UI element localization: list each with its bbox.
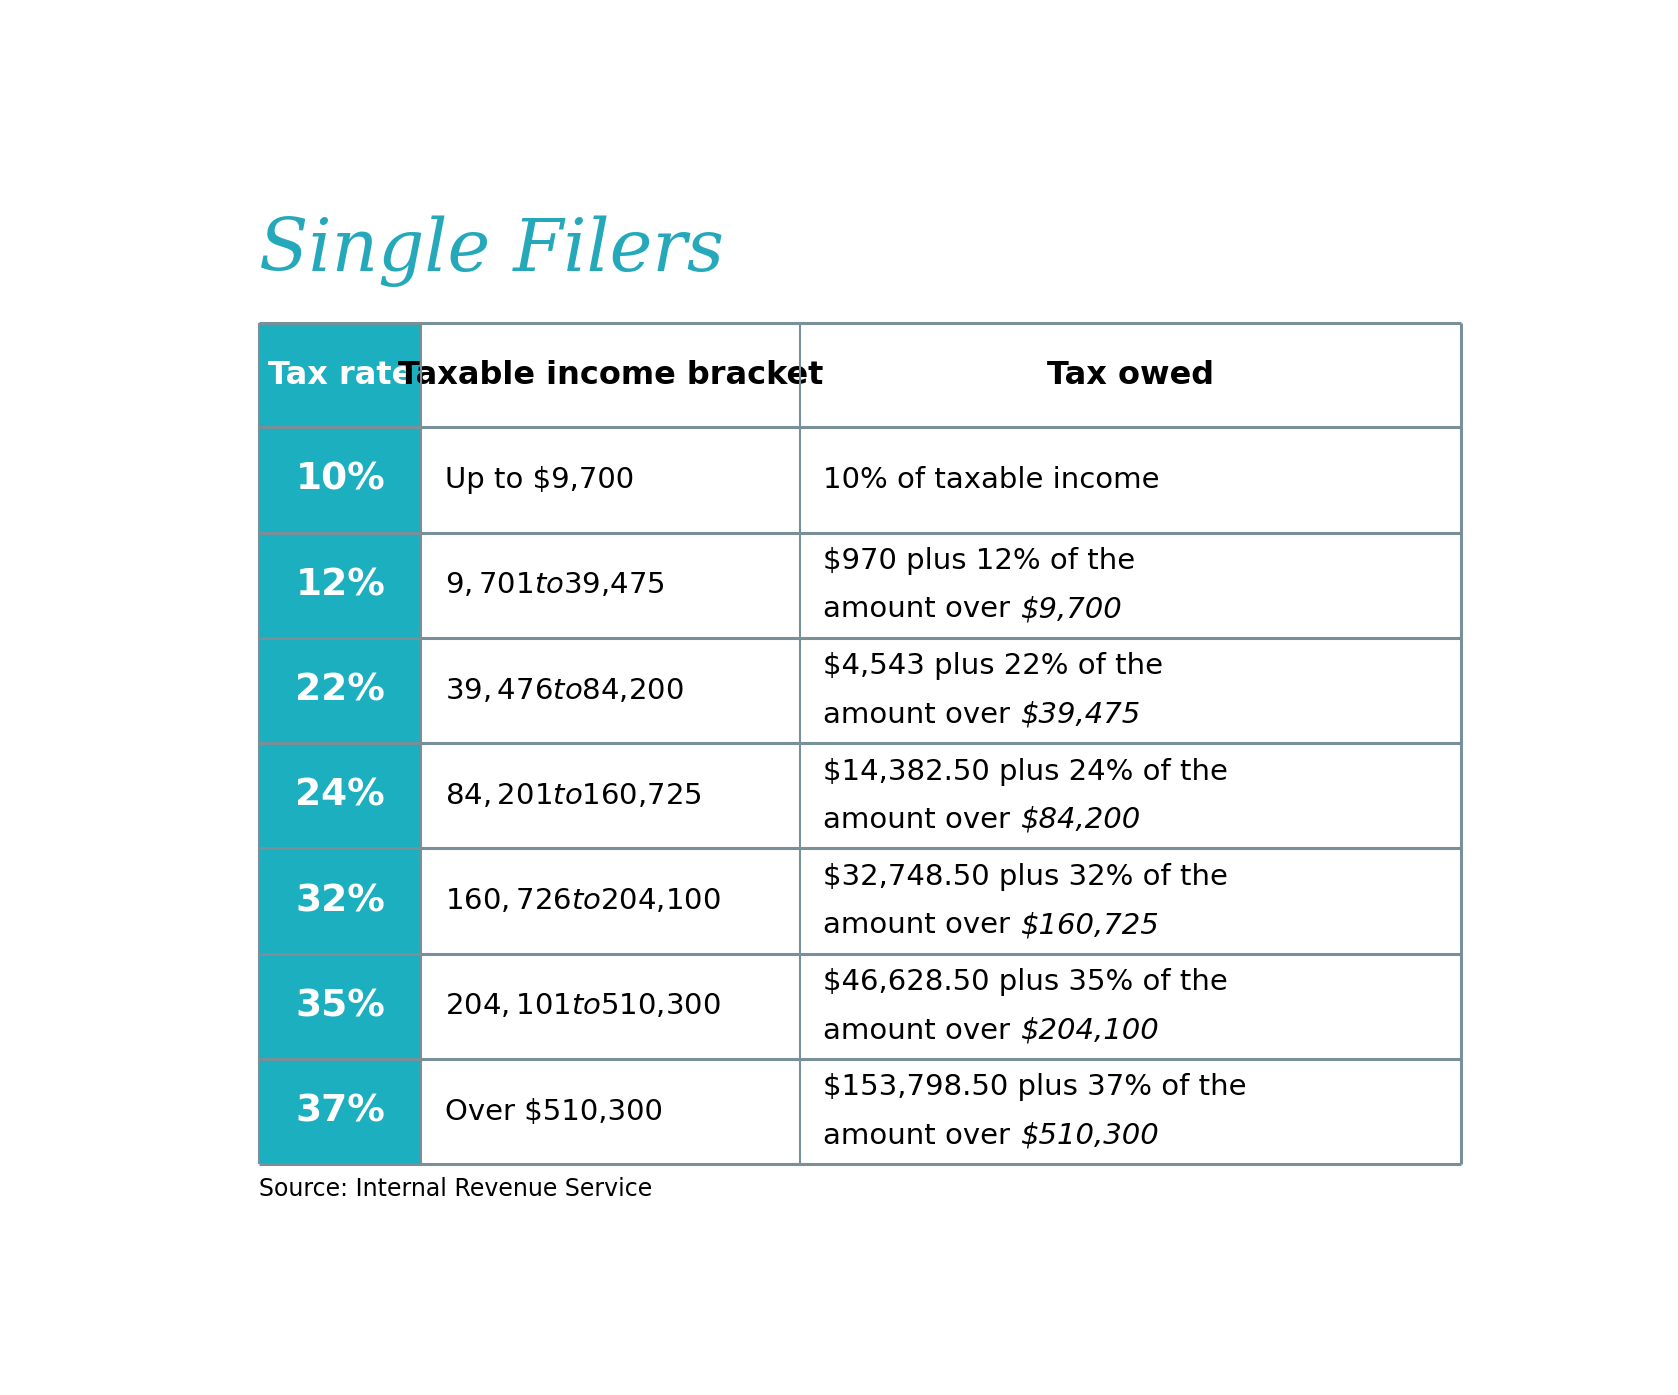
Text: amount over: amount over xyxy=(824,596,1020,624)
Text: amount over: amount over xyxy=(824,700,1020,728)
Bar xyxy=(800,1059,1462,1165)
Text: Source: Internal Revenue Service: Source: Internal Revenue Service xyxy=(258,1177,653,1201)
Bar xyxy=(421,324,800,427)
Bar xyxy=(800,533,1462,638)
Bar xyxy=(421,533,800,638)
Text: $160,725: $160,725 xyxy=(1020,911,1158,939)
Text: $14,382.50 plus 24% of the: $14,382.50 plus 24% of the xyxy=(824,757,1228,785)
Text: $970 plus 12% of the: $970 plus 12% of the xyxy=(824,547,1136,575)
Bar xyxy=(421,1059,800,1165)
Bar xyxy=(258,324,421,427)
Text: $153,798.50 plus 37% of the: $153,798.50 plus 37% of the xyxy=(824,1073,1247,1102)
Bar xyxy=(258,848,421,954)
Bar xyxy=(800,324,1462,427)
Bar xyxy=(421,848,800,954)
Text: 35%: 35% xyxy=(295,988,386,1024)
Text: Up to $9,700: Up to $9,700 xyxy=(445,466,634,494)
Bar xyxy=(800,638,1462,744)
Bar xyxy=(421,427,800,533)
Text: $39,475: $39,475 xyxy=(1020,700,1139,728)
Text: $84,201 to $160,725: $84,201 to $160,725 xyxy=(445,781,701,809)
Text: amount over: amount over xyxy=(824,1017,1020,1045)
Text: Taxable income bracket: Taxable income bracket xyxy=(398,360,824,391)
Bar xyxy=(800,427,1462,533)
Text: $204,101 to $510,300: $204,101 to $510,300 xyxy=(445,992,720,1020)
Text: 10% of taxable income: 10% of taxable income xyxy=(824,466,1159,494)
Text: $510,300: $510,300 xyxy=(1020,1122,1158,1149)
Bar xyxy=(258,954,421,1059)
Text: $39,476 to $84,200: $39,476 to $84,200 xyxy=(445,677,683,704)
Text: amount over: amount over xyxy=(824,911,1020,939)
Bar xyxy=(258,638,421,744)
Bar xyxy=(258,1059,421,1165)
Text: 32%: 32% xyxy=(295,883,386,919)
Bar xyxy=(421,638,800,744)
Text: Single Filers: Single Filers xyxy=(258,216,725,287)
Text: $32,748.50 plus 32% of the: $32,748.50 plus 32% of the xyxy=(824,864,1228,891)
Text: 37%: 37% xyxy=(295,1094,386,1130)
Text: Tax owed: Tax owed xyxy=(1047,360,1213,391)
Text: $9,700: $9,700 xyxy=(1020,596,1121,624)
Text: 10%: 10% xyxy=(295,462,386,498)
Text: 24%: 24% xyxy=(295,778,386,813)
Text: 12%: 12% xyxy=(295,568,386,603)
Text: amount over: amount over xyxy=(824,1122,1020,1149)
Text: Over $510,300: Over $510,300 xyxy=(445,1098,663,1126)
Text: $84,200: $84,200 xyxy=(1020,806,1139,834)
Bar xyxy=(258,744,421,848)
Bar xyxy=(800,744,1462,848)
Text: $160,726 to $204,100: $160,726 to $204,100 xyxy=(445,887,720,915)
Text: $9,701 to $39,475: $9,701 to $39,475 xyxy=(445,571,664,600)
Text: amount over: amount over xyxy=(824,806,1020,834)
Text: 22%: 22% xyxy=(295,672,386,709)
Bar xyxy=(800,954,1462,1059)
Bar xyxy=(258,427,421,533)
Text: Tax rate: Tax rate xyxy=(268,360,413,391)
Bar xyxy=(800,848,1462,954)
Bar xyxy=(258,533,421,638)
Bar xyxy=(421,744,800,848)
Text: $46,628.50 plus 35% of the: $46,628.50 plus 35% of the xyxy=(824,968,1228,996)
Text: $4,543 plus 22% of the: $4,543 plus 22% of the xyxy=(824,653,1163,681)
Text: $204,100: $204,100 xyxy=(1020,1017,1158,1045)
Bar xyxy=(421,954,800,1059)
